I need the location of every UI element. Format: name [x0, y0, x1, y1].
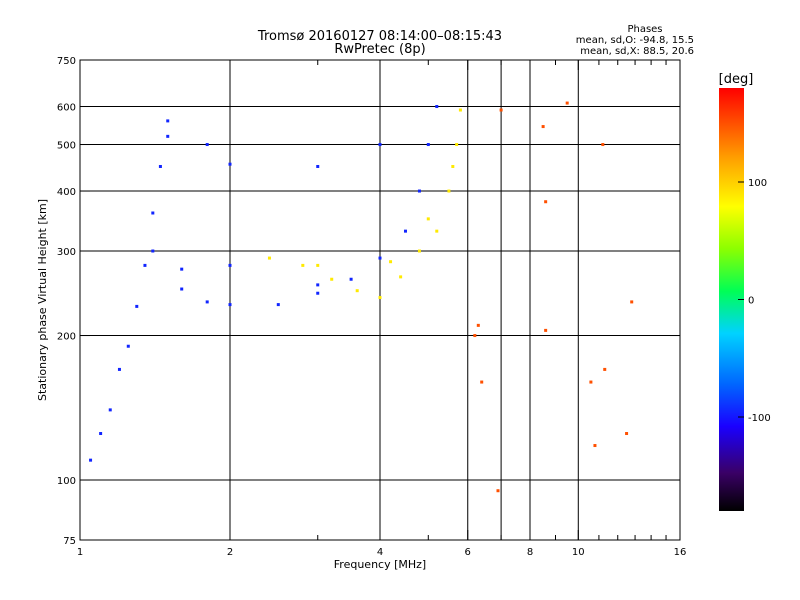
y-tick-label: 200 — [57, 332, 76, 343]
x-axis-label: Frequency [MHz] — [334, 558, 426, 571]
data-point — [228, 162, 232, 166]
data-point — [499, 108, 503, 112]
data-point — [544, 328, 548, 332]
data-points — [89, 101, 634, 493]
y-axis-label: Stationary phase Virtual Height [km] — [36, 199, 49, 401]
y-tick-label: 75 — [63, 536, 76, 547]
axis-ticks: 1 2 4 6 8 10 16 75 100 200 300 400 500 600 750 — [57, 56, 686, 558]
colorbar-tick-label: -100 — [748, 413, 771, 424]
data-point — [276, 303, 280, 307]
y-tick-label: 400 — [57, 187, 76, 198]
data-point — [603, 367, 607, 371]
data-point — [330, 277, 334, 281]
data-point — [630, 300, 634, 304]
data-point — [544, 200, 548, 204]
data-point — [496, 489, 500, 493]
data-point — [151, 249, 155, 253]
data-point — [135, 304, 139, 308]
colorbar-tick-label: 100 — [748, 178, 767, 189]
data-point — [89, 458, 93, 462]
data-point — [625, 432, 629, 436]
data-point — [399, 275, 403, 279]
data-point — [403, 229, 407, 233]
grid-lines — [80, 60, 680, 540]
y-tick-label: 600 — [57, 103, 76, 114]
data-point — [455, 143, 459, 147]
colorbar-tick-label: 0 — [748, 296, 754, 307]
data-point — [593, 444, 597, 448]
data-point — [417, 249, 421, 253]
data-point — [435, 105, 439, 109]
data-point — [166, 134, 170, 138]
data-point — [458, 108, 462, 112]
colorbar-label: [deg] — [719, 72, 754, 87]
data-point — [451, 164, 455, 168]
data-point — [267, 256, 271, 260]
data-point — [565, 101, 569, 105]
legend-title: Phases — [627, 24, 662, 35]
data-point — [205, 300, 209, 304]
data-point — [316, 283, 320, 287]
data-point — [205, 143, 209, 147]
data-point — [99, 432, 103, 436]
data-point — [378, 143, 382, 147]
data-point — [301, 263, 305, 267]
legend-line-o: mean, sd,O: -94.8, 15.5 — [576, 35, 694, 46]
data-point — [151, 211, 155, 215]
data-point — [435, 229, 439, 233]
data-point — [473, 334, 477, 338]
x-tick-label: 2 — [227, 547, 233, 558]
data-point — [166, 119, 170, 123]
chart-title: Tromsø 20160127 08:14:00–08:15:43 — [257, 29, 502, 44]
data-point — [108, 408, 112, 412]
data-point — [426, 143, 430, 147]
data-point — [158, 164, 162, 168]
legend-line-x: mean, sd,X: 88.5, 20.6 — [580, 46, 694, 57]
colorbar-ticks: 100 0 -100 — [738, 178, 771, 424]
x-tick-label: 10 — [572, 547, 585, 558]
data-point — [316, 164, 320, 168]
data-point — [228, 303, 232, 307]
y-tick-label: 750 — [57, 56, 76, 67]
x-tick-label: 8 — [527, 547, 533, 558]
y-tick-label: 300 — [57, 247, 76, 258]
data-point — [228, 263, 232, 267]
data-point — [126, 344, 130, 348]
data-point — [541, 125, 545, 129]
y-tick-label: 100 — [57, 476, 76, 487]
x-tick-label: 6 — [465, 547, 471, 558]
data-point — [355, 289, 359, 293]
data-point — [180, 267, 184, 271]
data-point — [180, 287, 184, 291]
x-tick-label: 1 — [77, 547, 83, 558]
data-point — [447, 189, 451, 193]
data-point — [476, 323, 480, 327]
data-point — [378, 256, 382, 260]
y-tick-label: 500 — [57, 141, 76, 152]
data-point — [316, 291, 320, 295]
data-point — [601, 143, 605, 147]
data-point — [480, 380, 484, 384]
data-point — [389, 260, 393, 264]
data-point — [143, 263, 147, 267]
x-tick-label: 16 — [674, 547, 687, 558]
data-point — [316, 263, 320, 267]
data-point — [117, 367, 121, 371]
data-point — [417, 189, 421, 193]
data-point — [426, 217, 430, 221]
chart-subtitle: RwPretec (8p) — [334, 42, 425, 57]
data-point — [378, 296, 382, 300]
x-tick-label: 4 — [377, 547, 383, 558]
data-point — [349, 277, 353, 281]
data-point — [589, 380, 593, 384]
